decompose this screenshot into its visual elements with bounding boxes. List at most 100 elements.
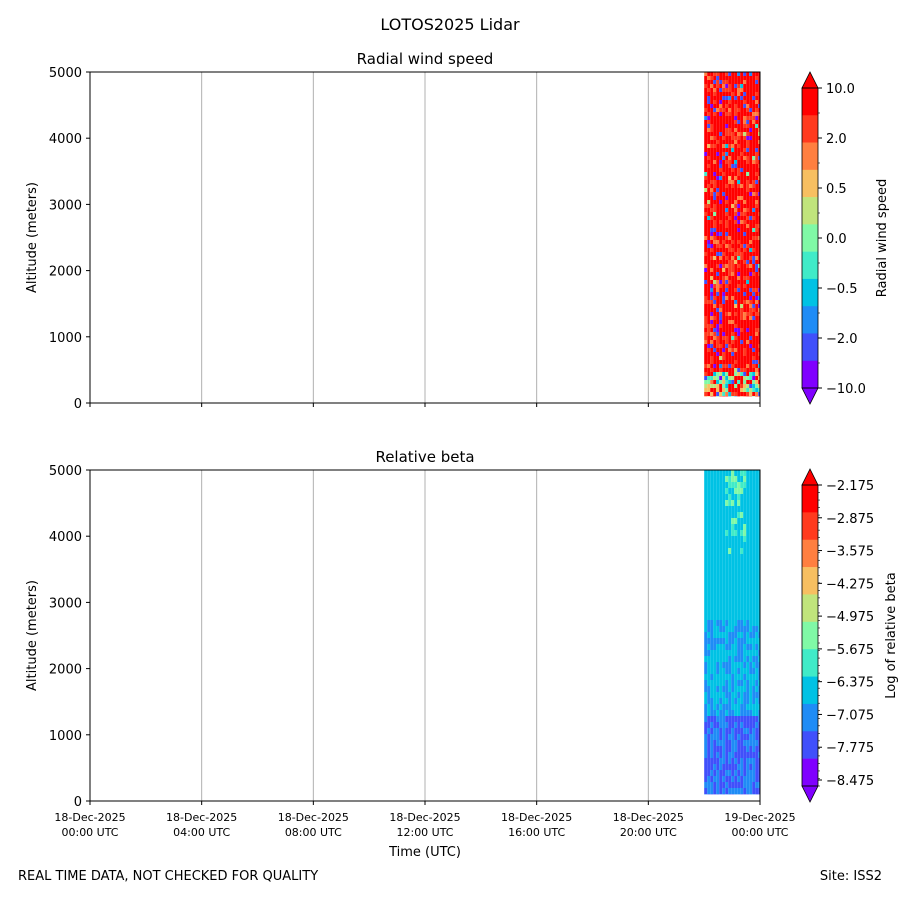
heatmap-cell <box>707 124 711 128</box>
heatmap-cell <box>737 716 741 722</box>
heatmap-cell <box>743 96 747 100</box>
x-tick-label: 08:00 UTC <box>285 826 342 839</box>
heatmap-cell <box>704 536 708 542</box>
heatmap-cell <box>755 272 759 276</box>
heatmap-cell <box>734 144 738 148</box>
heatmap-cell <box>725 300 729 304</box>
heatmap-cell <box>734 578 738 584</box>
heatmap-cell <box>707 542 711 548</box>
heatmap-cell <box>722 788 726 794</box>
heatmap-cell <box>737 776 741 782</box>
heatmap-cell <box>758 328 760 332</box>
heatmap-cell <box>731 692 735 698</box>
heatmap-cell <box>722 184 726 188</box>
heatmap-cell <box>731 602 735 608</box>
heatmap-cell <box>716 548 720 554</box>
heatmap-cell <box>743 716 747 722</box>
heatmap-cell <box>737 72 741 76</box>
heatmap-cell <box>710 578 714 584</box>
heatmap-cell <box>746 536 750 542</box>
heatmap-cell <box>707 132 711 136</box>
heatmap-cell <box>716 272 720 276</box>
heatmap-cell <box>731 596 735 602</box>
heatmap-cell <box>725 554 729 560</box>
heatmap-cell <box>743 722 747 728</box>
heatmap-cell <box>728 136 732 140</box>
heatmap-cell <box>752 602 756 608</box>
heatmap-cell <box>734 288 738 292</box>
heatmap-cell <box>755 288 759 292</box>
heatmap-cell <box>716 476 720 482</box>
heatmap-cell <box>728 100 732 104</box>
heatmap-cell <box>752 180 756 184</box>
heatmap-cell <box>752 72 756 76</box>
heatmap-cell <box>755 364 759 368</box>
heatmap-cell <box>743 372 747 376</box>
heatmap-cell <box>722 704 726 710</box>
heatmap-cell <box>728 360 732 364</box>
heatmap-cell <box>728 710 732 716</box>
heatmap-cell <box>722 782 726 788</box>
heatmap-cell <box>752 368 756 372</box>
heatmap-cell <box>755 584 759 590</box>
heatmap-cell <box>740 256 744 260</box>
heatmap-cell <box>734 728 738 734</box>
heatmap-cell <box>710 764 714 770</box>
heatmap-cell <box>716 356 720 360</box>
heatmap-cell <box>737 530 741 536</box>
heatmap-cell <box>728 84 732 88</box>
heatmap-cell <box>743 340 747 344</box>
heatmap-cell <box>731 200 735 204</box>
heatmap-cell <box>743 188 747 192</box>
heatmap-cell <box>734 308 738 312</box>
heatmap-cell <box>755 84 759 88</box>
heatmap-cell <box>722 128 726 132</box>
heatmap-cell <box>740 776 744 782</box>
heatmap-cell <box>704 120 708 124</box>
colorbar-segment <box>802 539 818 568</box>
colorbar-segment <box>802 360 818 389</box>
heatmap-cell <box>704 530 708 536</box>
heatmap-cell <box>740 228 744 232</box>
heatmap-cell <box>725 268 729 272</box>
heatmap-cell <box>710 144 714 148</box>
heatmap-cell <box>728 88 732 92</box>
heatmap-cell <box>704 116 708 120</box>
heatmap-cell <box>728 614 732 620</box>
heatmap-cell <box>707 104 711 108</box>
heatmap-cell <box>740 336 744 340</box>
heatmap-cell <box>737 116 741 120</box>
heatmap-cell <box>722 360 726 364</box>
heatmap-cell <box>704 148 708 152</box>
heatmap-cell <box>725 578 729 584</box>
heatmap-cell <box>749 668 753 674</box>
heatmap-cell <box>713 698 717 704</box>
heatmap-cell <box>725 104 729 108</box>
heatmap-cell <box>722 364 726 368</box>
heatmap-cell <box>710 500 714 506</box>
heatmap-cell <box>746 476 750 482</box>
heatmap-cell <box>752 232 756 236</box>
heatmap-cell <box>725 656 729 662</box>
heatmap-cell <box>743 228 747 232</box>
heatmap-cell <box>725 372 729 376</box>
heatmap-cell <box>743 548 747 554</box>
heatmap-cell <box>716 232 720 236</box>
heatmap-cell <box>725 240 729 244</box>
heatmap-cell <box>725 620 729 626</box>
heatmap-cell <box>743 300 747 304</box>
heatmap-cell <box>734 476 738 482</box>
heatmap-cell <box>716 566 720 572</box>
heatmap-cell <box>713 208 717 212</box>
heatmap-cell <box>731 188 735 192</box>
heatmap-cell <box>734 72 738 76</box>
heatmap-cell <box>704 304 708 308</box>
heatmap-cell <box>716 704 720 710</box>
heatmap-cell <box>704 566 708 572</box>
heatmap-cell <box>749 476 753 482</box>
heatmap-cell <box>704 112 708 116</box>
heatmap-cell <box>710 324 714 328</box>
heatmap-cell <box>728 228 732 232</box>
heatmap-cell <box>749 392 753 396</box>
heatmap-cell <box>734 312 738 316</box>
